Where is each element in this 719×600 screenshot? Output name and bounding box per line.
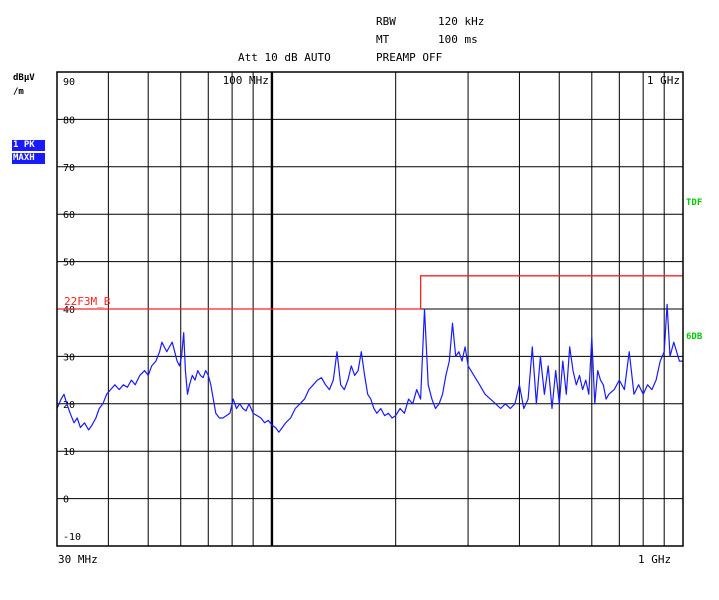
y-tick-label: 50	[63, 258, 75, 269]
trace	[56, 303, 683, 433]
x-tick-label-start: 30 MHz	[58, 553, 98, 566]
preamp-readout: PREAMP OFF	[376, 51, 443, 64]
y-axis-labels: 90 80 70 60 50 40 30 20 10 0 -10	[63, 77, 81, 543]
attenuation-readout: Att 10 dB AUTO	[238, 51, 331, 64]
limit-line: 22F3M_B	[57, 275, 683, 310]
y-tick-label: 10	[63, 447, 75, 458]
y-tick-label: 0	[63, 495, 69, 506]
grid-label: 1 GHz	[647, 74, 680, 87]
rbw-label: RBW	[376, 15, 396, 28]
plot-frame	[56, 71, 684, 547]
y-tick-label: 90	[63, 77, 75, 88]
side-label-tdf: TDF	[686, 198, 703, 208]
unit-label-line2: /m	[13, 87, 24, 97]
y-tick-label: 70	[63, 163, 75, 174]
trace-mode-badge: MAXH	[12, 153, 45, 164]
grid-label: 100 MHz	[223, 74, 269, 87]
limit-line-label: 22F3M_B	[64, 295, 111, 308]
trace-series-line	[56, 303, 683, 433]
y-tick-label: 60	[63, 210, 75, 221]
y-tick-label: 20	[63, 400, 75, 411]
mt-label: MT	[376, 33, 390, 46]
y-tick-label: 40	[63, 305, 75, 316]
x-tick-label-end: 1 GHz	[638, 553, 672, 566]
limit-line-path	[57, 275, 683, 310]
unit-label-line1: dBµV	[13, 73, 35, 83]
trace-detector-badge: 1 PK	[12, 140, 45, 151]
y-tick-label: 80	[63, 115, 75, 126]
rbw-value: 120 kHz	[438, 15, 485, 28]
side-label-6db: 6DB	[686, 332, 703, 342]
y-tick-label: 30	[63, 352, 75, 363]
y-tick-label: -10	[63, 532, 81, 543]
mt-value: 100 ms	[438, 33, 478, 46]
